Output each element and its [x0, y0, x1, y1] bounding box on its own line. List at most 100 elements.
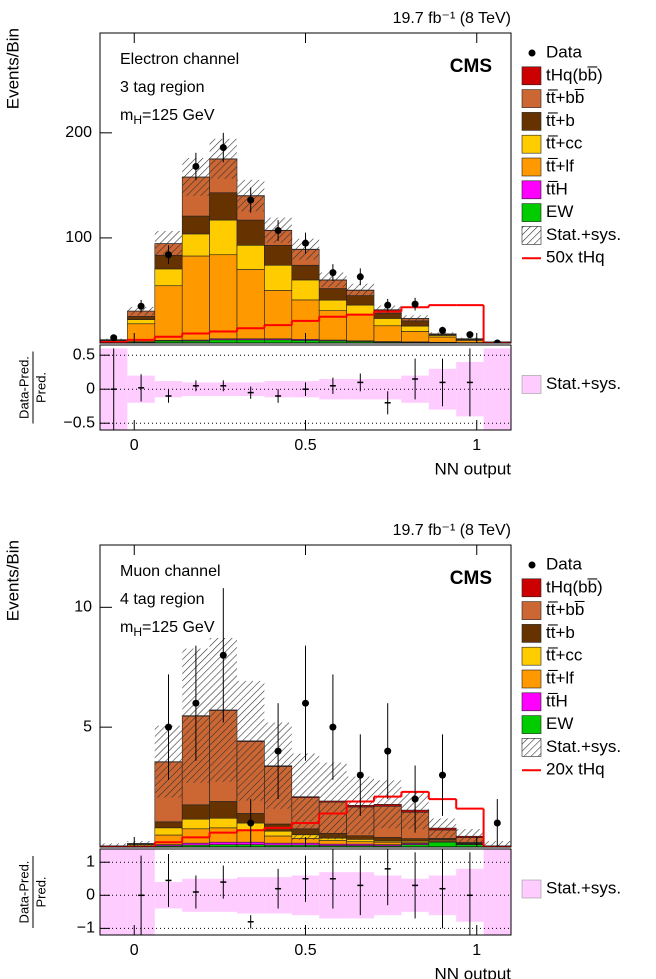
data-point — [384, 301, 392, 309]
x-tick-label: 0.5 — [294, 437, 316, 454]
stack-segment — [209, 817, 238, 829]
data-point — [247, 819, 255, 827]
legend-label: tt̅H — [546, 691, 568, 710]
data-point — [165, 723, 172, 731]
data-point — [247, 196, 255, 204]
stack-segment — [264, 835, 293, 844]
stack-segment — [318, 310, 347, 341]
x-tick-label: 0 — [130, 437, 139, 454]
legend-label: tt̅+b — [546, 623, 575, 642]
stack-segment — [428, 336, 457, 343]
ratio-y-tick-label: 0 — [86, 380, 95, 397]
experiment-label: CMS — [450, 568, 492, 589]
legend-swatch — [521, 692, 542, 712]
stack-segment — [181, 818, 210, 830]
legend-swatch — [521, 375, 542, 394]
ratio-y-tick-label: −1 — [77, 920, 95, 937]
stack-segment — [401, 838, 430, 842]
stack-segment — [318, 299, 347, 311]
stack-segment — [209, 841, 238, 845]
ratio-band — [374, 379, 402, 400]
legend-label: tt̅+lf — [546, 156, 574, 175]
x-tick-label: 0.5 — [294, 942, 316, 959]
legend-label: tt̅+bb̅ — [546, 600, 585, 619]
stack-segment — [127, 316, 156, 320]
data-point — [493, 819, 501, 827]
legend-swatch — [521, 180, 542, 200]
legend-swatch — [521, 715, 542, 734]
data-point — [411, 300, 419, 308]
stack-segment — [236, 269, 265, 340]
mass-label-part: H — [133, 625, 142, 639]
y-tick-label: 200 — [65, 124, 92, 141]
data-point — [274, 747, 282, 755]
stack-segment — [373, 841, 402, 845]
stack-segment — [401, 331, 430, 343]
mass-label-part: m — [120, 619, 133, 636]
stack-segment — [264, 264, 293, 291]
stack-segment — [209, 827, 238, 843]
data-point — [439, 326, 446, 334]
legend-swatch — [521, 601, 542, 620]
stack-segment — [346, 295, 375, 306]
uncertainty-band — [346, 283, 374, 297]
legend-label: Stat.+sys. — [546, 374, 621, 393]
mass-label-part: H — [133, 113, 142, 127]
stack-segment — [346, 835, 375, 840]
data-point — [110, 334, 118, 342]
main-plot — [100, 132, 511, 343]
legend-label: Stat.+sys. — [546, 225, 621, 244]
y-tick-label: 100 — [65, 229, 92, 246]
legend-label: 20x tHq — [546, 760, 605, 779]
legend-label: 50x tHq — [546, 248, 605, 267]
data-point — [329, 723, 337, 731]
ratio-y-tick-label: −0.5 — [63, 414, 95, 431]
stack-segment — [264, 290, 293, 340]
ratio-y-label: Pred. — [33, 372, 48, 403]
region-label: 4 tag region — [120, 591, 205, 608]
data-point — [219, 144, 227, 152]
data-point — [219, 651, 227, 659]
legend-label: tt̅+b — [546, 111, 575, 130]
stack-segment — [236, 219, 265, 246]
mass-label-part: m — [120, 107, 133, 124]
ratio-band — [237, 877, 265, 914]
ratio-y-label: Data-Pred. — [16, 861, 31, 924]
ratio-plot — [100, 849, 511, 935]
uncertainty-band — [401, 315, 429, 322]
stack-segment — [181, 804, 210, 820]
mass-label-part: =125 GeV — [142, 619, 215, 636]
x-tick-label: 1 — [472, 942, 481, 959]
uncertainty-band — [428, 818, 457, 838]
ratio-band — [483, 849, 511, 935]
channel-label: Muon channel — [120, 563, 221, 580]
mass-label: mH=125 GeV — [120, 619, 215, 639]
stack-segment — [373, 312, 402, 319]
stack-segment — [154, 285, 183, 341]
legend-swatch — [521, 738, 542, 757]
stack-segment — [318, 840, 347, 845]
legend-label: EW — [546, 202, 573, 221]
stack-segment — [181, 233, 210, 257]
legend-label: tt̅+bb̅ — [546, 88, 585, 107]
data-point — [137, 302, 145, 310]
legend-swatch — [521, 66, 542, 86]
stack-segment — [181, 828, 210, 844]
legend-label: Data — [546, 554, 582, 573]
stack-segment — [346, 304, 375, 315]
stack-segment — [291, 279, 320, 301]
x-axis-label: NN output — [434, 459, 511, 478]
stack-segment — [264, 244, 293, 266]
stack-segment — [209, 219, 238, 256]
stack-segment — [209, 801, 238, 819]
data-point — [274, 227, 282, 235]
y-tick-label: 5 — [83, 718, 92, 735]
region-label: 3 tag region — [120, 79, 205, 96]
legend-swatch — [521, 157, 542, 177]
ratio-y-tick-label: 0.5 — [73, 346, 95, 363]
stack-segment — [209, 254, 238, 340]
data-point — [192, 699, 200, 707]
data-point — [302, 699, 309, 707]
stack-segment — [428, 841, 457, 847]
